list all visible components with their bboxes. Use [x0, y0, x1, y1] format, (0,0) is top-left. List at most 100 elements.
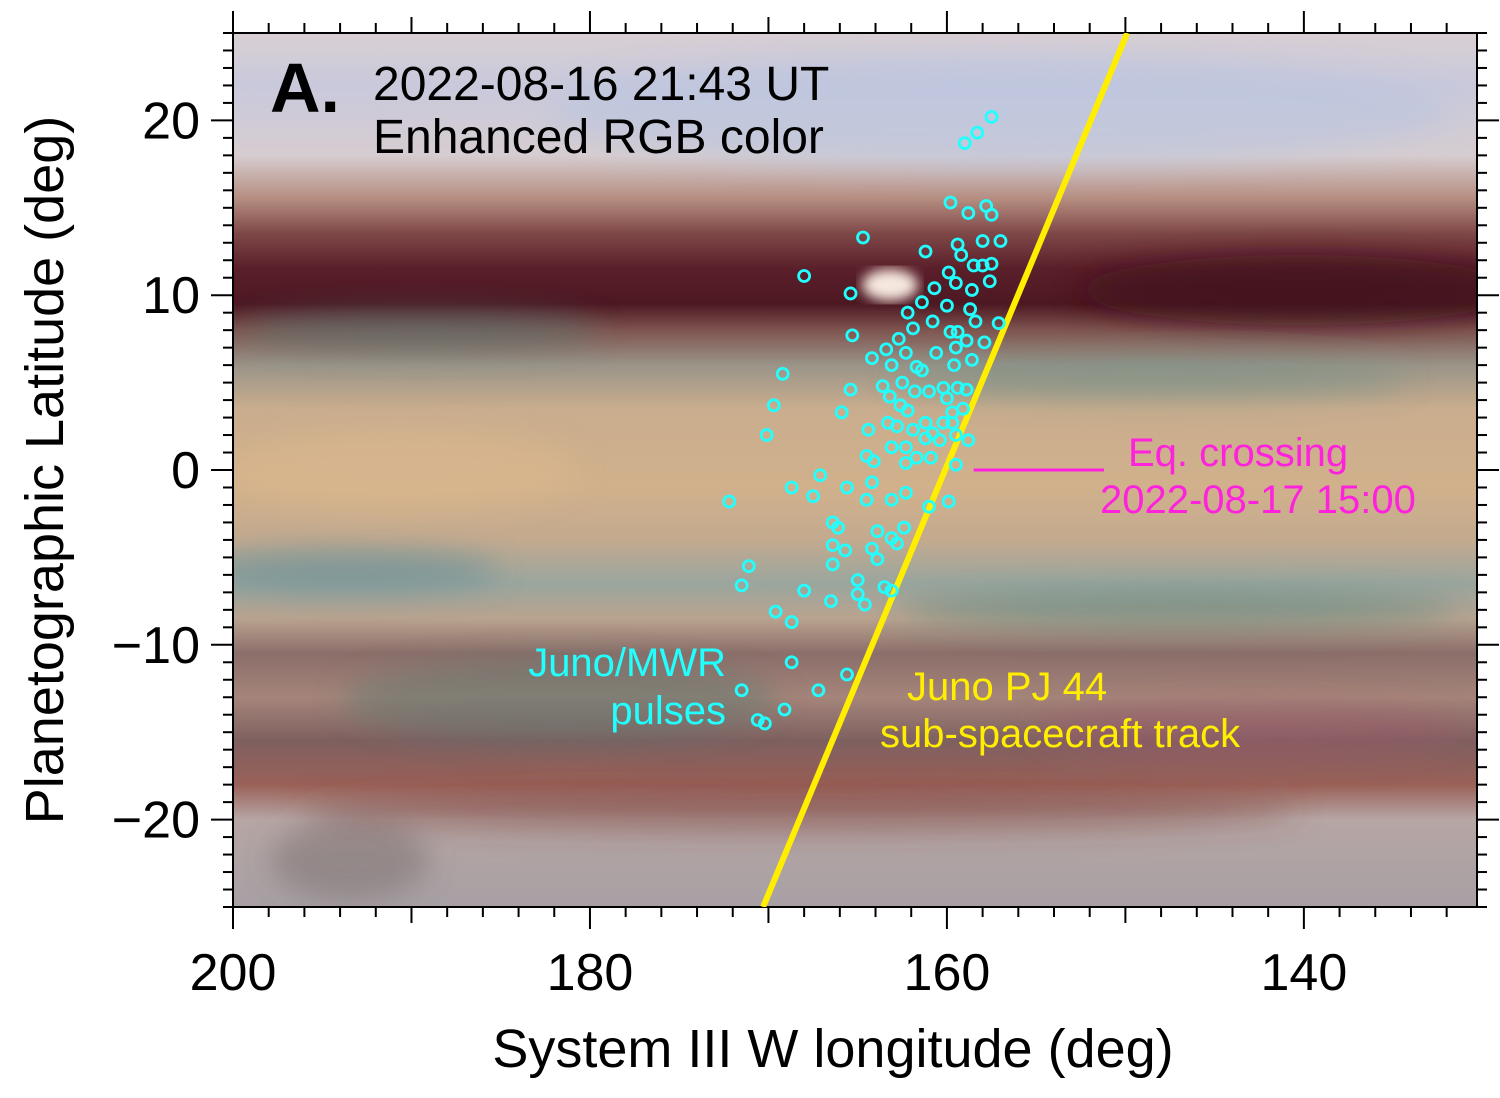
mwr-pulse-point — [963, 302, 978, 317]
mwr-pulse-point — [884, 358, 899, 373]
mwr-pulse-point — [975, 234, 990, 248]
mwr-pulse-point — [925, 314, 940, 329]
mwr-pulse-point — [784, 480, 799, 495]
mwr-pulse-point — [898, 345, 913, 360]
mwr-pulse-point — [970, 125, 985, 140]
mwr-pulse-point — [927, 281, 942, 296]
mwr-pulse-point — [741, 559, 756, 574]
mwr-pulse-point — [954, 248, 969, 262]
mwr-pulse-point — [831, 520, 845, 535]
mwr-pulse-point — [959, 382, 974, 397]
mwr-pulse-point — [948, 276, 963, 290]
mwr-pulse-point — [811, 683, 826, 698]
y-tick-labels: 20 10 0 −10 −20 — [112, 92, 200, 849]
mwr-pulse-point — [884, 492, 899, 507]
mwr-pulse-point — [797, 269, 812, 283]
mwr-pulse-point — [845, 328, 860, 343]
mwr-pulse-point — [865, 475, 879, 490]
mwr-pulse-point — [898, 456, 913, 470]
mwr-pulse-point — [923, 450, 938, 465]
mwr-pulse-point — [806, 489, 820, 504]
mwr-pulse-point — [968, 314, 983, 329]
mwr-pulse-point — [977, 335, 992, 350]
mwr-pulse-point — [948, 428, 963, 442]
mwr-pulse-point — [870, 552, 885, 567]
mwr-pulse-point — [975, 258, 990, 273]
axis-ticks — [211, 11, 1499, 929]
mwr-pulse-point — [843, 382, 858, 397]
mwr-pulse-point — [840, 667, 854, 682]
mwr-pulse-point — [722, 494, 737, 509]
mwr-pulse-point — [825, 557, 840, 572]
mwr-pulse-point — [945, 415, 960, 430]
mwr-pulse-point — [925, 426, 940, 441]
mwr-pulse-point — [865, 541, 879, 556]
y-tick-label: 10 — [142, 267, 200, 325]
mwr-pulse-point — [734, 578, 749, 593]
mwr-pulse-point — [879, 342, 894, 357]
mwr-pulse-point — [857, 597, 872, 612]
mwr-pulse-point — [915, 363, 929, 378]
x-tick-label: 180 — [547, 944, 634, 1002]
mwr-pulse-point — [941, 494, 956, 509]
mwr-pulse-point — [922, 499, 936, 514]
mwr-pulse-point — [959, 333, 974, 348]
mwr-pulse-point — [943, 325, 958, 339]
mwr-pulse-point — [757, 716, 772, 731]
mwr-pulse-point — [859, 492, 874, 507]
mwr-pulse-point — [891, 331, 906, 346]
mwr-pulse-point — [900, 305, 915, 320]
mwr-pulse-point — [895, 375, 910, 390]
mwr-pulse-point — [984, 207, 999, 222]
pulses-label-line-2: pulses — [610, 689, 726, 733]
jupiter-map-background — [233, 33, 1477, 907]
mwr-pulse-point — [941, 265, 956, 280]
x-tick-label: 200 — [190, 944, 277, 1002]
mwr-pulse-point — [932, 433, 947, 448]
mwr-pulse-point — [961, 206, 976, 220]
mwr-pulse-point — [948, 457, 963, 472]
x-axis-label: System III W longitude (deg) — [492, 1019, 1173, 1079]
x-tick-label: 160 — [904, 944, 991, 1002]
x-tick-labels: 200 180 160 140 — [190, 944, 1348, 1002]
mwr-pulse-point — [922, 384, 936, 399]
y-tick-label: −20 — [112, 792, 200, 850]
crossing-label-line-1: Eq. crossing — [1128, 431, 1348, 475]
mwr-pulse-point — [850, 587, 865, 602]
mwr-pulse-point — [907, 384, 922, 399]
title-line-2: Enhanced RGB color — [373, 111, 824, 164]
mwr-pulse-points — [722, 110, 1008, 731]
mwr-pulse-point — [777, 702, 792, 717]
track-label-line-2: sub-spacecraft track — [880, 712, 1241, 756]
mwr-pulse-point — [965, 352, 979, 367]
mwr-pulse-point — [875, 379, 890, 393]
mwr-pulse-point — [750, 713, 765, 727]
mwr-pulse-point — [734, 683, 749, 698]
mwr-pulse-point — [961, 433, 976, 448]
mwr-pulse-point — [898, 440, 913, 455]
mwr-pulse-point — [984, 256, 999, 271]
mwr-pulse-point — [861, 422, 876, 437]
mwr-pulse-point — [825, 538, 840, 553]
y-tick-label: 0 — [171, 442, 200, 500]
y-axis-label: Planetographic Latitude (deg) — [15, 116, 75, 825]
crossing-label-line-2: 2022-08-17 15:00 — [1100, 478, 1416, 522]
panel-label: A. — [270, 49, 340, 127]
spacecraft-track-line — [760, 33, 1130, 907]
mwr-pulse-point — [890, 419, 904, 434]
pulses-label-line-1: Juno/MWR — [528, 641, 726, 685]
mwr-pulse-point — [882, 389, 897, 404]
mwr-pulse-point — [950, 325, 965, 339]
mwr-pulse-point — [866, 454, 881, 469]
mwr-pulse-point — [940, 298, 954, 313]
title-line-1: 2022-08-16 21:43 UT — [373, 58, 829, 111]
track-label-line-1: Juno PJ 44 — [907, 665, 1107, 709]
mwr-pulse-point — [929, 345, 944, 360]
mwr-pulse-point — [965, 283, 979, 297]
mwr-pulse-point — [884, 440, 899, 455]
y-tick-label: 20 — [142, 92, 200, 150]
white-storm-spot — [862, 269, 918, 301]
mwr-pulse-point — [948, 340, 963, 355]
mwr-pulse-point — [897, 520, 911, 535]
mwr-pulse-point — [947, 358, 961, 373]
